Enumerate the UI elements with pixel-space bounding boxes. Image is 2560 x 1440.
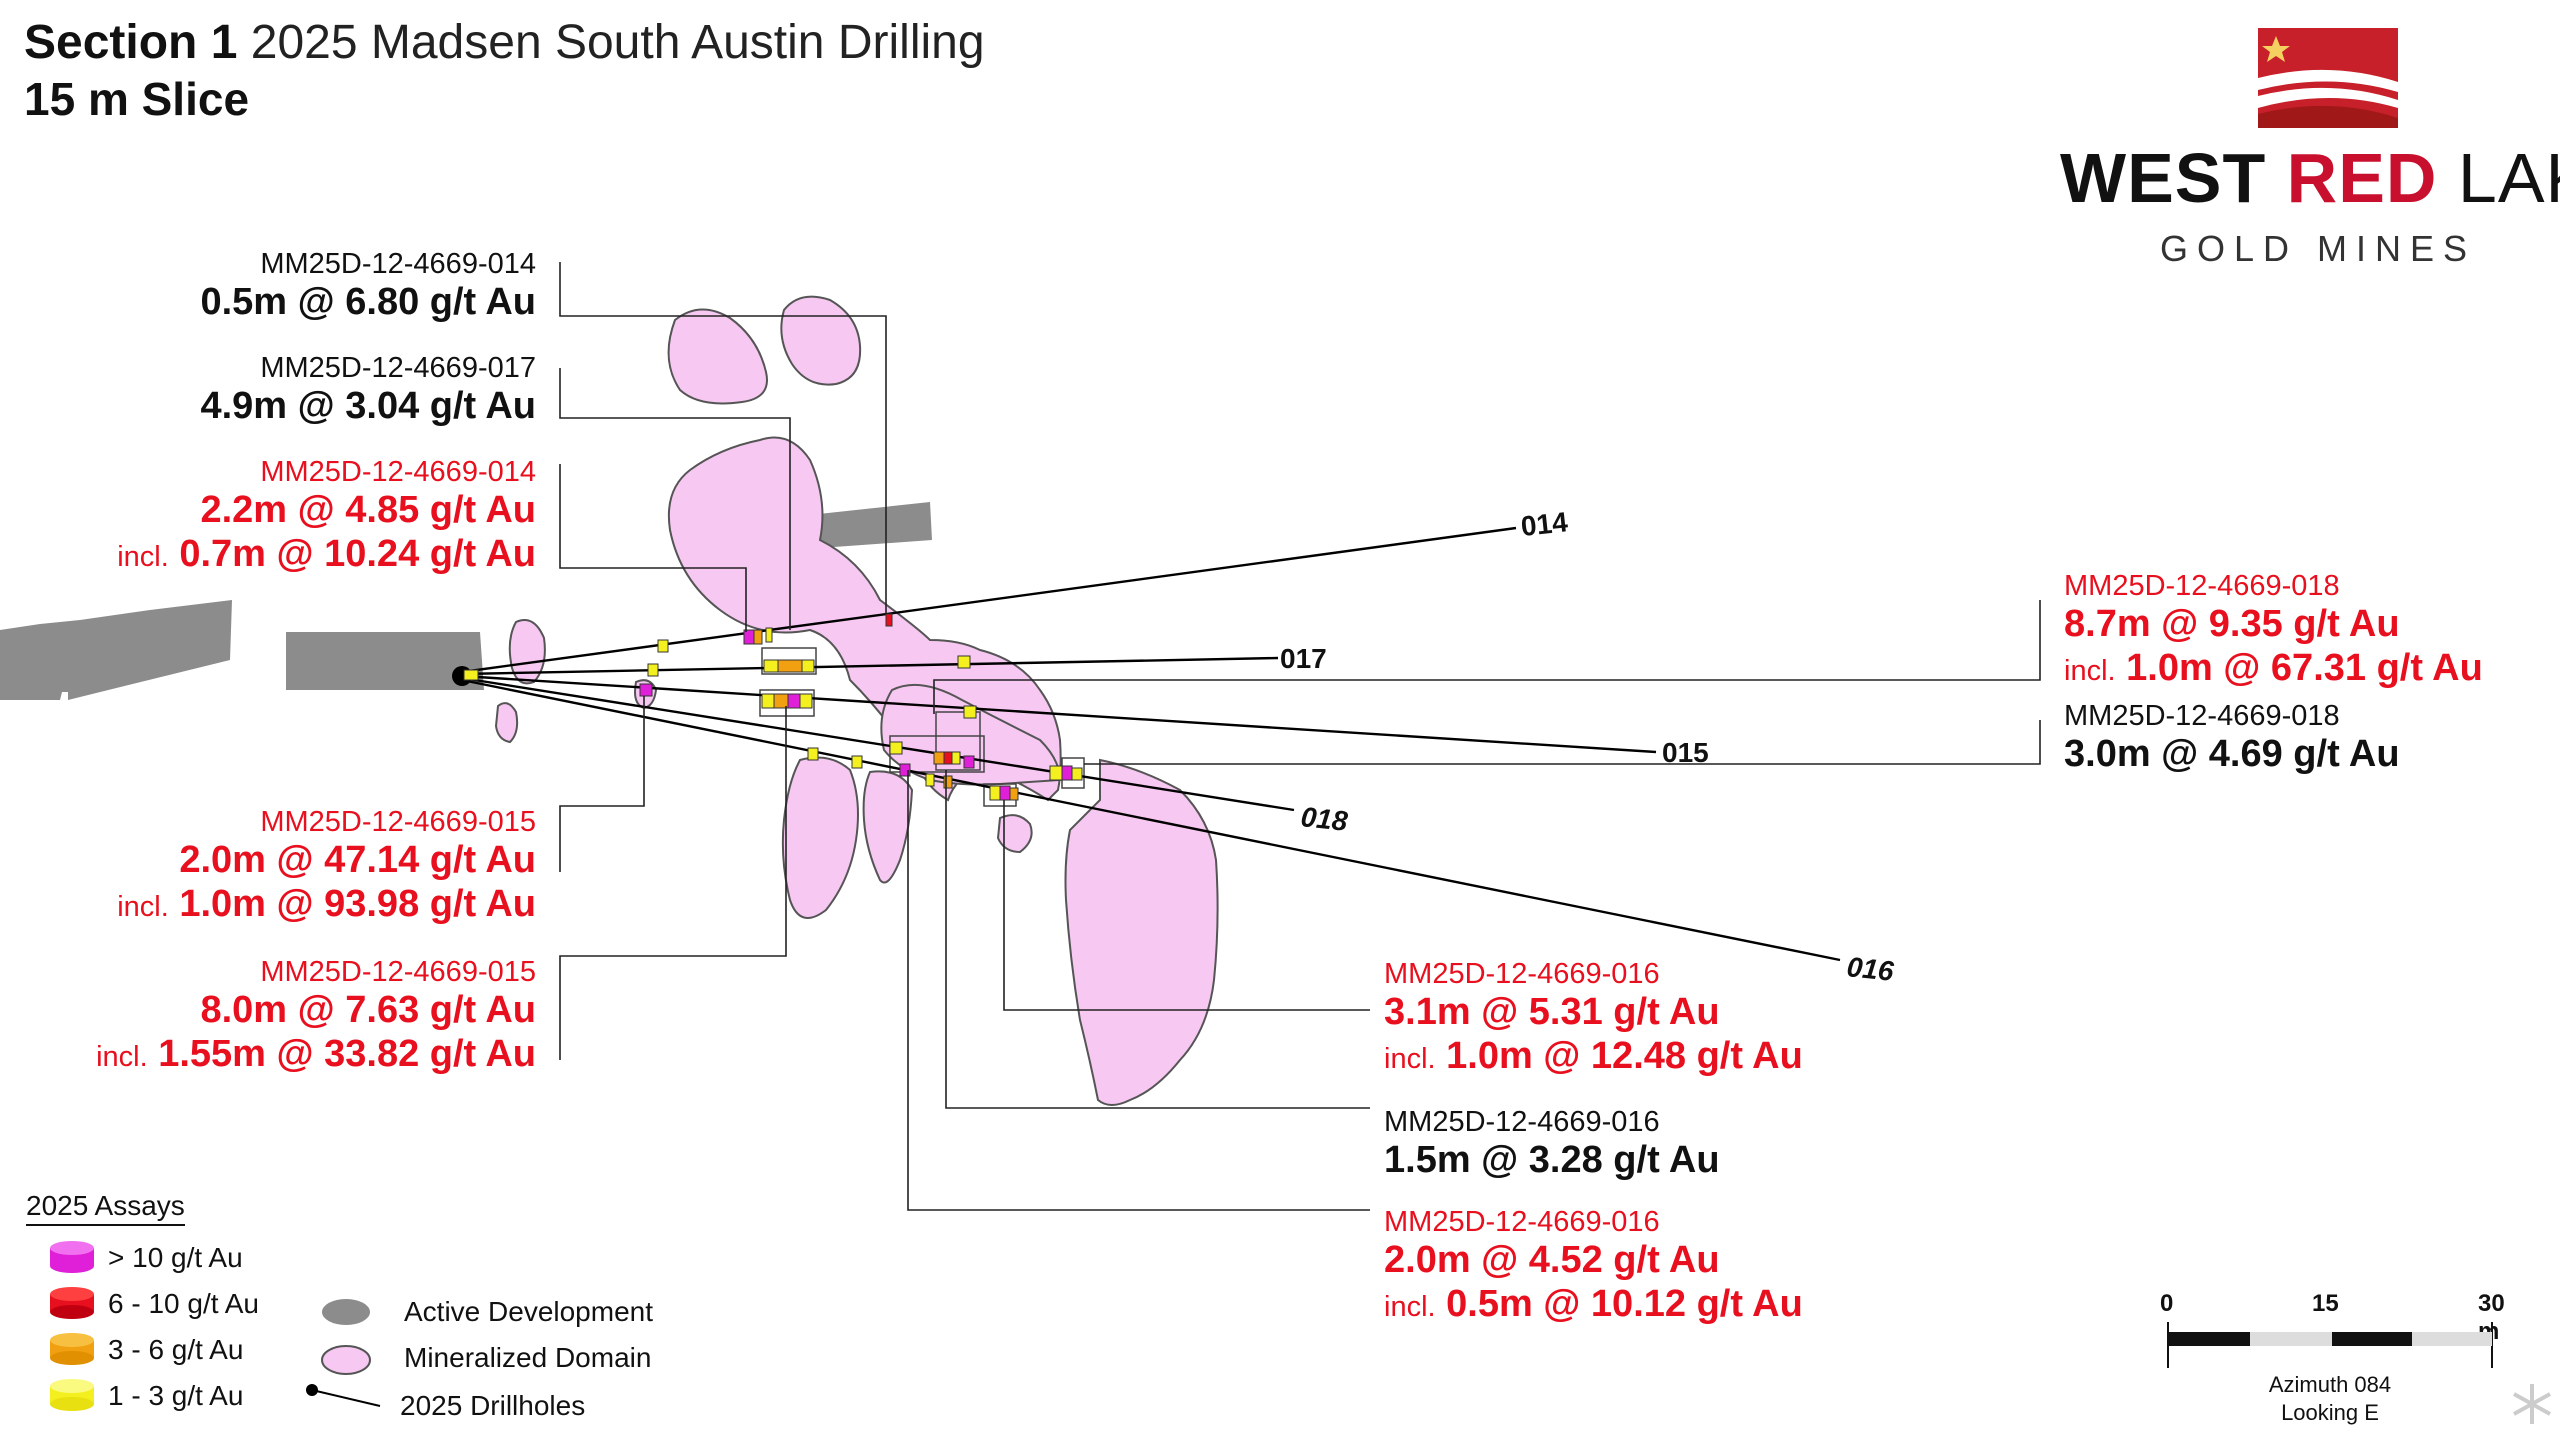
annotation-016-b: MM25D-12-4669-016 1.5m @ 3.28 g/t Au bbox=[1384, 1106, 1720, 1182]
drillhole-label-016: 016 bbox=[1845, 951, 1895, 987]
drillhole-label-014: 014 bbox=[1519, 506, 1569, 542]
scale-bar: 0 15 30 m Azimuth 084 Looking E bbox=[2160, 1290, 2520, 1430]
annotation-015-b: MM25D-12-4669-015 8.0m @ 7.63 g/t Au inc… bbox=[96, 956, 536, 1076]
legend-label-3to6: 3 - 6 g/t Au bbox=[108, 1334, 244, 1365]
title-subtitle: 2025 Madsen South Austin Drilling bbox=[250, 16, 985, 69]
annotation-015-a: MM25D-12-4669-015 2.0m @ 47.14 g/t Au in… bbox=[117, 806, 536, 926]
domain-west-tiny bbox=[494, 702, 519, 744]
diagram-title: Section 1 2025 Madsen South Austin Drill… bbox=[24, 14, 985, 72]
legend-title: 2025 Assays bbox=[26, 1190, 185, 1226]
domain-west-small bbox=[508, 619, 546, 685]
scale-bar-graphic bbox=[2167, 1322, 2493, 1368]
annotation-018-b: MM25D-12-4669-018 3.0m @ 4.69 g/t Au bbox=[2064, 700, 2400, 776]
looking-label: Looking E bbox=[2281, 1400, 2379, 1425]
leader-lines bbox=[559, 262, 2041, 1211]
legend-label-gt10: > 10 g/t Au bbox=[108, 1242, 243, 1273]
domain-south-left bbox=[781, 756, 859, 919]
legend-label-1to3: 1 - 3 g/t Au bbox=[108, 1380, 244, 1411]
logo-emblem bbox=[2258, 28, 2398, 128]
slice-label: 15 m Slice bbox=[24, 73, 250, 125]
drillhole-label-015: 015 bbox=[1662, 737, 1709, 768]
annotation-018-a: MM25D-12-4669-018 8.7m @ 9.35 g/t Au inc… bbox=[2064, 570, 2483, 690]
legend-swatch-6to10 bbox=[50, 1287, 94, 1319]
drillhole-014-trace bbox=[461, 526, 1517, 674]
annotation-014-a: MM25D-12-4669-014 0.5m @ 6.80 g/t Au bbox=[200, 248, 536, 324]
scale-tick-15: 15 bbox=[2312, 1290, 2339, 1317]
legend-swatch-1to3 bbox=[50, 1379, 94, 1411]
legend-label-6to10: 6 - 10 g/t Au bbox=[108, 1288, 259, 1319]
annotation-016-c: MM25D-12-4669-016 2.0m @ 4.52 g/t Au inc… bbox=[1384, 1206, 1803, 1326]
drillhole-traces bbox=[461, 526, 1841, 962]
drillhole-label-018: 018 bbox=[1299, 801, 1349, 837]
mineralized-domains bbox=[494, 295, 1219, 1106]
legend-label-domain: Mineralized Domain bbox=[404, 1342, 652, 1373]
annotation-017: MM25D-12-4669-017 4.9m @ 3.04 g/t Au bbox=[200, 352, 536, 428]
annotation-016-a: MM25D-12-4669-016 3.1m @ 5.31 g/t Au inc… bbox=[1384, 958, 1803, 1078]
scale-tick-0: 0 bbox=[2160, 1290, 2174, 1317]
drillhole-016-trace bbox=[461, 678, 1841, 962]
company-logo: WEST RED LAKE GOLD MINES bbox=[2040, 20, 2560, 269]
drillhole-label-017: 017 bbox=[1280, 643, 1327, 674]
snowflake-icon bbox=[2513, 1384, 2551, 1424]
annotation-014-b: MM25D-12-4669-014 2.2m @ 4.85 g/t Au inc… bbox=[117, 456, 536, 576]
drillhole-017-trace bbox=[461, 656, 1279, 676]
drillhole-018-trace bbox=[461, 676, 1295, 812]
legend-label-development: Active Development bbox=[404, 1296, 654, 1327]
legend-swatch-development bbox=[322, 1299, 370, 1325]
logo-wordmark: WEST RED LAKE bbox=[2060, 139, 2560, 217]
domain-top-right bbox=[780, 295, 862, 386]
logo-gold-mines: GOLD MINES bbox=[2160, 228, 2477, 269]
assay-intervals bbox=[639, 613, 1083, 801]
azimuth-label: Azimuth 084 bbox=[2268, 1372, 2392, 1397]
legend-symbols bbox=[50, 1241, 381, 1411]
domain-south-mid bbox=[862, 770, 914, 884]
legend-swatch-drillhole bbox=[306, 1384, 381, 1407]
domain-top-left bbox=[667, 308, 768, 405]
drillhole-015-trace bbox=[461, 674, 1657, 754]
domain-south-long bbox=[1064, 758, 1219, 1106]
legend-swatch-domain bbox=[321, 1345, 371, 1375]
legend-swatch-gt10 bbox=[50, 1241, 94, 1273]
legend-swatch-3to6 bbox=[50, 1333, 94, 1365]
drill-collar bbox=[452, 666, 479, 686]
section-label: Section 1 bbox=[24, 16, 238, 69]
legend-label-drillholes: 2025 Drillholes bbox=[400, 1390, 586, 1421]
domain-se-small bbox=[996, 814, 1033, 854]
